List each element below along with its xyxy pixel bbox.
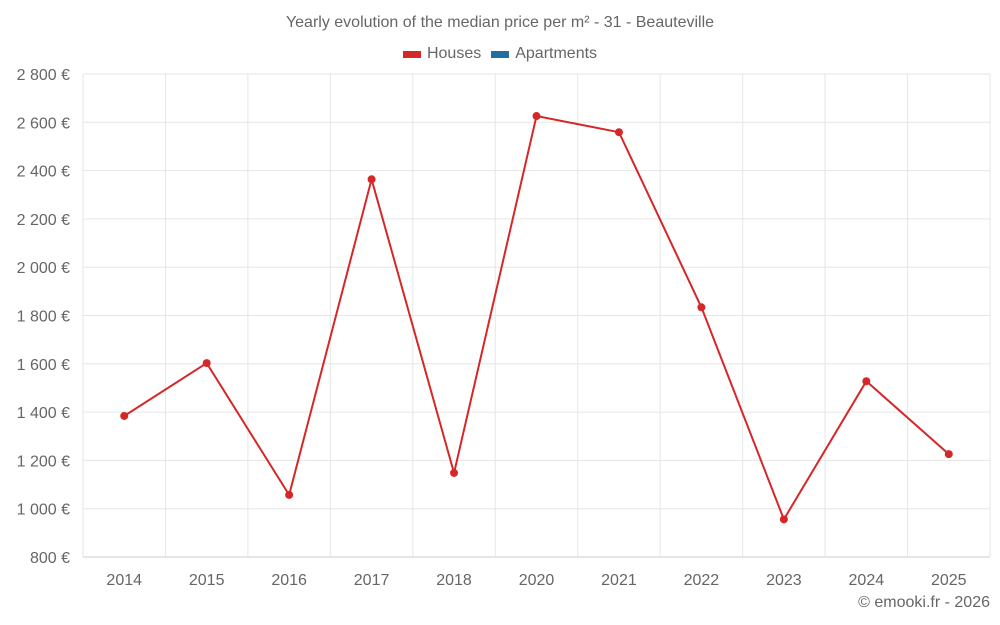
y-tick-label: 2 200 € (17, 212, 70, 229)
apartments-swatch-icon (491, 50, 510, 58)
x-tick-label: 2015 (189, 572, 225, 589)
x-tick-label: 2025 (931, 572, 967, 589)
legend-item-apartments[interactable]: Apartments (491, 45, 597, 63)
data-point[interactable] (450, 468, 459, 477)
data-point[interactable] (202, 359, 211, 368)
y-tick-label: 1 200 € (17, 453, 70, 470)
data-point[interactable] (779, 515, 788, 524)
houses-swatch-icon (402, 50, 421, 58)
data-point[interactable] (120, 411, 129, 420)
legend-item-houses[interactable]: Houses (402, 45, 482, 63)
y-tick-label: 2 400 € (17, 164, 70, 181)
data-point[interactable] (285, 490, 294, 499)
credit: © emooki.fr - 2026 (858, 594, 990, 611)
y-tick-label: 2 800 € (17, 67, 70, 84)
x-tick-label: 2022 (684, 572, 720, 589)
data-point[interactable] (697, 303, 706, 312)
legend: Houses Apartments (0, 45, 1000, 63)
x-tick-label: 2023 (766, 572, 802, 589)
legend-label-houses: Houses (426, 45, 482, 62)
data-point[interactable] (367, 175, 376, 184)
x-tick-label: 2016 (271, 572, 307, 589)
x-tick-label: 2021 (601, 572, 637, 589)
x-tick-label: 2020 (519, 572, 555, 589)
y-tick-label: 1 800 € (17, 309, 70, 326)
data-point[interactable] (532, 112, 541, 121)
x-tick-label: 2024 (849, 572, 885, 589)
data-point[interactable] (862, 377, 871, 386)
y-tick-label: 1 000 € (17, 502, 70, 519)
legend-label-apartments: Apartments (515, 45, 598, 62)
y-tick-label: 2 000 € (17, 260, 70, 277)
x-tick-label: 2018 (436, 572, 472, 589)
y-tick-label: 800 € (30, 550, 70, 567)
y-tick-label: 1 600 € (17, 357, 70, 374)
x-tick-label: 2014 (106, 572, 142, 589)
data-point[interactable] (614, 128, 623, 137)
data-point[interactable] (944, 450, 953, 459)
y-tick-label: 2 600 € (17, 115, 70, 132)
x-tick-label: 2017 (354, 572, 390, 589)
y-tick-label: 1 400 € (17, 405, 70, 422)
chart-title: Yearly evolution of the median price per… (285, 14, 715, 31)
